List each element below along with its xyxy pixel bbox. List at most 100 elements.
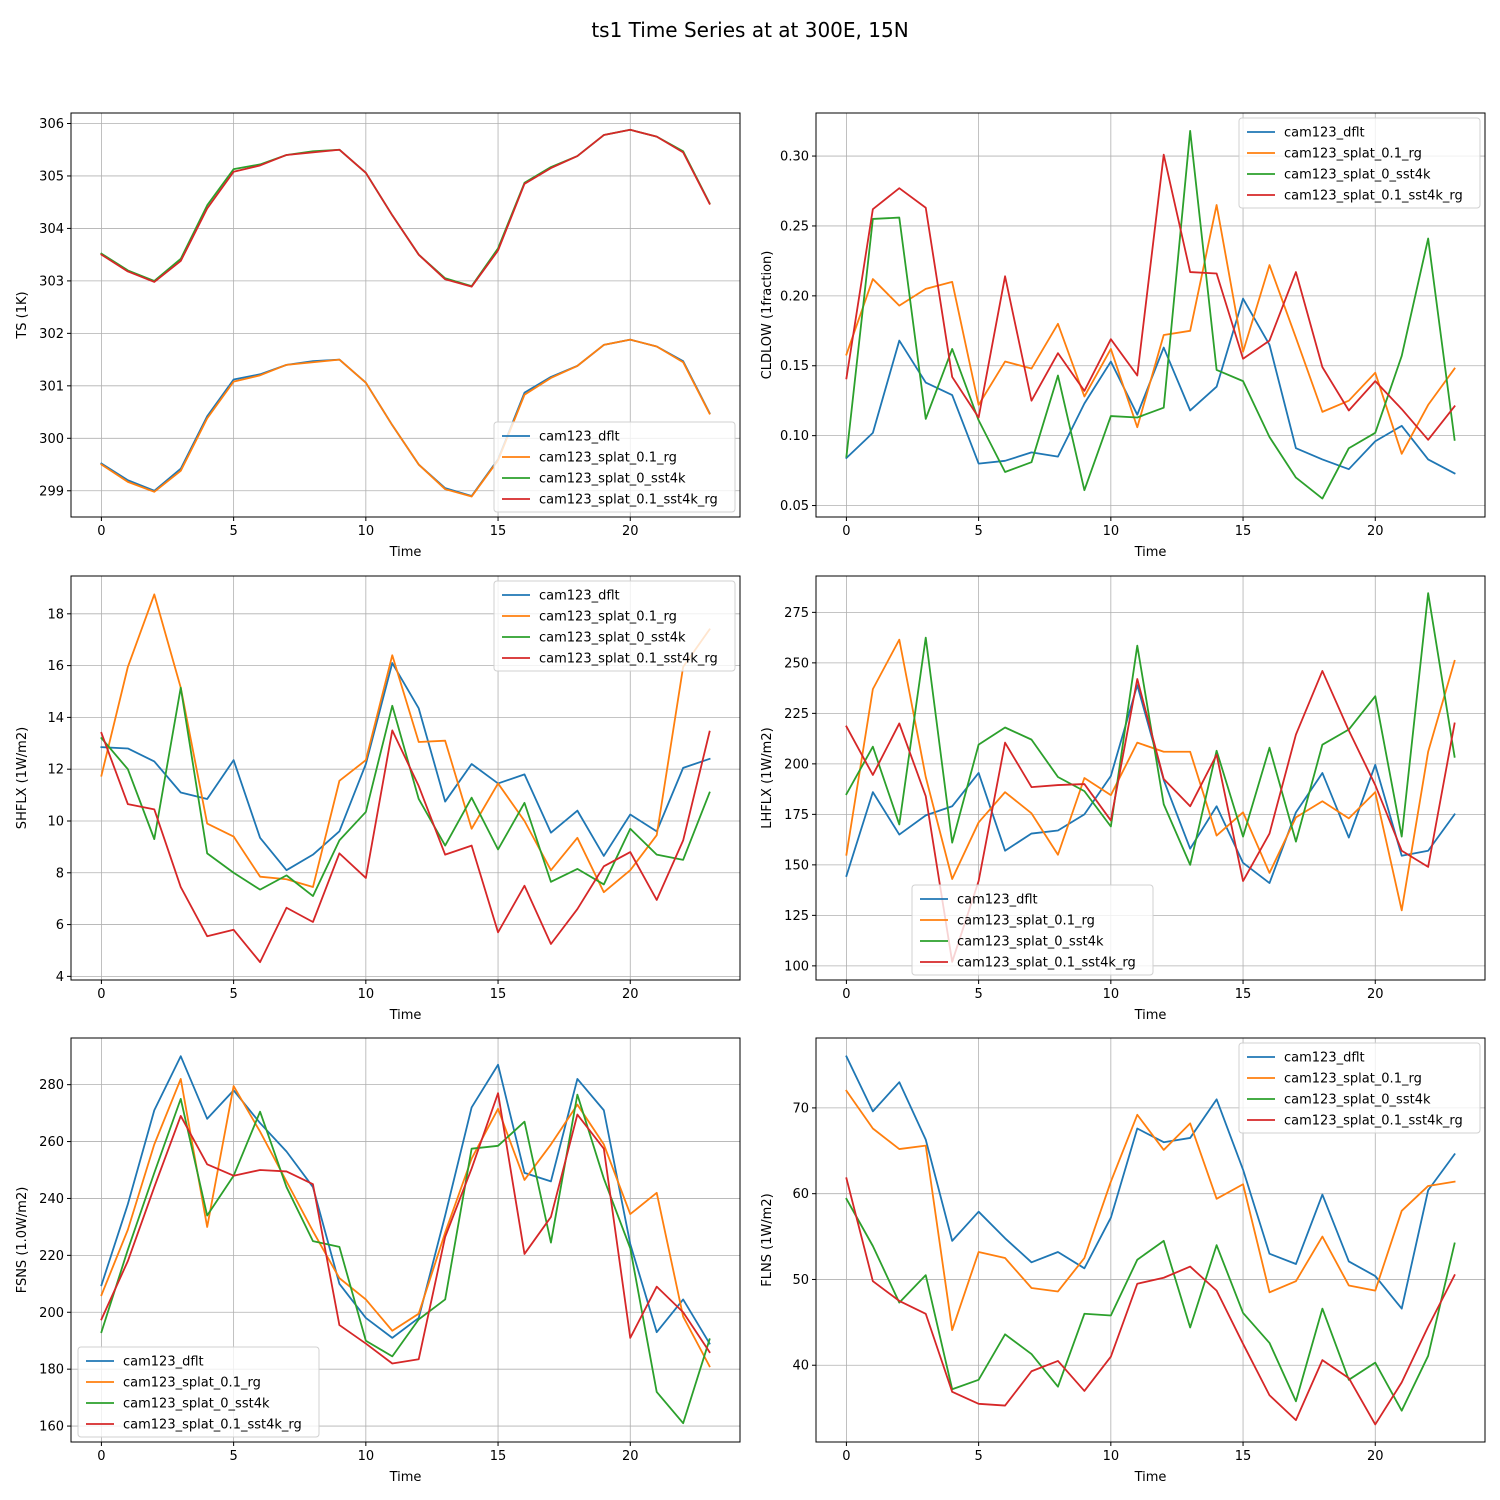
- x-axis-label: Time: [389, 1008, 422, 1023]
- y-tick-label: 225: [784, 707, 809, 722]
- series-line-cam123_splat_0.1_rg: [845, 204, 1456, 455]
- x-tick-label: 20: [622, 524, 639, 539]
- series-line-cam123_splat_0.1_rg: [100, 338, 711, 498]
- series-line-cam123_splat_0.1_sst4k_rg: [845, 1177, 1456, 1426]
- subplot-fsns: 0 5 10 15 20 160 180 200 220 240 260 280 Time FSNS (1…: [15, 1037, 741, 1485]
- y-tick-label: 260: [39, 1135, 64, 1150]
- legend-label: cam123_dflt: [1284, 1051, 1365, 1066]
- y-tick-label: 12: [47, 763, 64, 778]
- legend-label: cam123_splat_0.1_rg: [123, 1376, 261, 1391]
- x-tick-label: 10: [358, 1449, 375, 1464]
- y-tick-label: 0.30: [780, 150, 809, 165]
- y-tick-label: 300: [39, 432, 64, 447]
- y-tick-label: 40: [792, 1359, 809, 1374]
- y-tick-label: 303: [39, 274, 64, 289]
- legend: cam123_dflt cam123_splat_0.1_rg cam123_spl…: [1238, 1042, 1481, 1134]
- y-tick-label: 180: [39, 1363, 64, 1378]
- axes-frame: [70, 1037, 741, 1443]
- y-tick-label: 200: [39, 1306, 64, 1321]
- series-line-cam123_dflt: [100, 1055, 711, 1345]
- axes-frame: [815, 1037, 1486, 1443]
- legend-box: [77, 1346, 320, 1438]
- y-tick-label: 200: [784, 757, 809, 772]
- series-line-cam123_splat_0_sst4k: [100, 128, 711, 288]
- legend: cam123_dflt cam123_splat_0.1_rg cam123_spl…: [493, 580, 736, 672]
- x-tick-label: 5: [229, 987, 237, 1002]
- x-tick-label: 15: [1235, 1449, 1252, 1464]
- x-axis-label: Time: [1134, 1470, 1167, 1485]
- subplot-ts: 0 5 10 15 20 299 300 301 302 303 304 305 306 Time TS (…: [15, 112, 741, 560]
- legend-label: cam123_splat_0.1_rg: [1284, 147, 1422, 162]
- legend-label: cam123_splat_0.1_sst4k_rg: [539, 652, 718, 667]
- x-tick-label: 15: [1235, 524, 1252, 539]
- series-line-cam123_splat_0.1_rg: [845, 638, 1456, 912]
- x-tick-label: 10: [1103, 1449, 1120, 1464]
- subplot-cldlow: 0 5 10 15 20 0.05 0.10 0.15 0.20 0.25 0.30 Time CLDL…: [760, 112, 1486, 560]
- legend: cam123_dflt cam123_splat_0.1_rg cam123_spl…: [1238, 117, 1481, 209]
- x-tick-label: 20: [1367, 987, 1384, 1002]
- y-tick-label: 0.20: [780, 289, 809, 304]
- x-tick-label: 0: [842, 1449, 850, 1464]
- y-axis-label: TS (1K): [15, 291, 30, 339]
- x-tick-label: 0: [97, 524, 105, 539]
- legend-label: cam123_splat_0_sst4k: [123, 1397, 270, 1412]
- legend-label: cam123_splat_0_sst4k: [957, 935, 1104, 950]
- y-tick-label: 0.25: [780, 219, 809, 234]
- y-tick-label: 301: [39, 379, 64, 394]
- y-tick-label: 275: [784, 606, 809, 621]
- x-axis-label: Time: [1134, 1008, 1167, 1023]
- legend-label: cam123_dflt: [123, 1355, 204, 1370]
- legend-label: cam123_dflt: [539, 430, 620, 445]
- y-tick-label: 4: [56, 970, 64, 985]
- series-line-cam123_splat_0.1_sst4k_rg: [100, 1092, 711, 1365]
- series-line-cam123_dflt: [845, 1055, 1456, 1310]
- legend-box: [493, 421, 736, 513]
- series-line-cam123_splat_0_sst4k: [845, 1197, 1456, 1412]
- y-tick-label: 304: [39, 222, 64, 237]
- legend-label: cam123_splat_0.1_sst4k_rg: [957, 956, 1136, 971]
- y-tick-label: 299: [39, 484, 64, 499]
- y-tick-label: 0.15: [780, 359, 809, 374]
- y-axis-label: FLNS (1W/m2): [760, 1193, 775, 1286]
- x-tick-label: 5: [974, 524, 982, 539]
- legend-label: cam123_splat_0.1_sst4k_rg: [123, 1418, 302, 1433]
- subplots-container: 0 5 10 15 20 299 300 301 302 303 304 305 306 Time TS (…: [15, 112, 1486, 1485]
- legend-label: cam123_splat_0_sst4k: [1284, 1093, 1431, 1108]
- y-axis-label: FSNS (1.0W/m2): [15, 1187, 30, 1294]
- series-line-cam123_splat_0.1_rg: [100, 593, 711, 894]
- y-tick-label: 240: [39, 1192, 64, 1207]
- x-tick-label: 0: [97, 1449, 105, 1464]
- y-tick-label: 6: [56, 918, 64, 933]
- y-tick-label: 60: [792, 1187, 809, 1202]
- y-tick-label: 10: [47, 814, 64, 829]
- subplot-lhflx: 0 5 10 15 20 100 125 150 175 200 225 250 275 Time LHFL…: [760, 575, 1486, 1023]
- legend-box: [1238, 1042, 1481, 1134]
- x-tick-label: 20: [622, 987, 639, 1002]
- y-tick-label: 306: [39, 117, 64, 132]
- legend: cam123_dflt cam123_splat_0.1_rg cam123_spl…: [911, 884, 1154, 976]
- series-line-cam123_splat_0.1_sst4k_rg: [100, 128, 711, 288]
- x-tick-label: 10: [358, 987, 375, 1002]
- legend: cam123_dflt cam123_splat_0.1_rg cam123_spl…: [493, 421, 736, 513]
- y-tick-label: 305: [39, 169, 64, 184]
- legend-label: cam123_splat_0.1_sst4k_rg: [539, 493, 718, 508]
- y-tick-label: 280: [39, 1078, 64, 1093]
- x-tick-label: 5: [229, 524, 237, 539]
- x-tick-label: 15: [490, 524, 507, 539]
- series-line-cam123_splat_0.1_sst4k_rg: [100, 729, 711, 964]
- y-tick-label: 150: [784, 858, 809, 873]
- x-axis-label: Time: [1134, 545, 1167, 560]
- x-tick-label: 15: [1235, 987, 1252, 1002]
- subplot-flns: 0 5 10 15 20 40 50 60 70 Time FLNS (1W/m2) cam123_d…: [760, 1037, 1486, 1485]
- y-axis-label: LHFLX (1W/m2): [760, 727, 775, 828]
- x-tick-label: 0: [97, 987, 105, 1002]
- x-tick-label: 10: [358, 524, 375, 539]
- x-tick-label: 0: [842, 987, 850, 1002]
- legend-label: cam123_splat_0_sst4k: [539, 631, 686, 646]
- y-tick-label: 0.05: [780, 499, 809, 514]
- x-tick-label: 20: [622, 1449, 639, 1464]
- y-tick-label: 100: [784, 959, 809, 974]
- y-tick-label: 14: [47, 711, 64, 726]
- series-line-cam123_splat_0.1_rg: [100, 1078, 711, 1368]
